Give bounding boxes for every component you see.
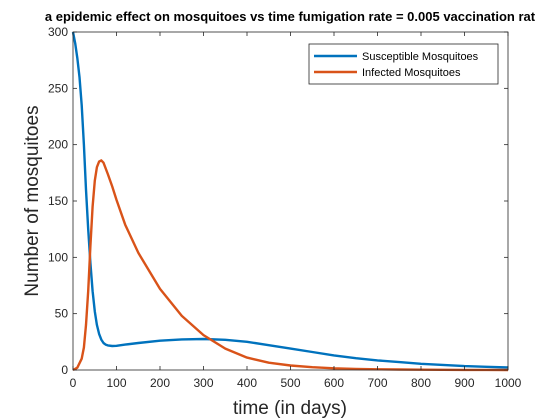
- x-tick-label: 900: [454, 376, 474, 390]
- chart-title: a epidemic effect on mosquitoes vs time …: [45, 9, 536, 24]
- legend-box: [308, 43, 499, 85]
- legend-label-0: Susceptible Mosquitoes: [362, 51, 479, 63]
- y-tick-label: 50: [55, 307, 69, 321]
- x-tick-label: 300: [193, 376, 213, 390]
- x-tick-label: 200: [150, 376, 170, 390]
- legend-label-1: Infected Mosquitoes: [362, 67, 461, 79]
- y-tick-label: 250: [48, 81, 68, 95]
- y-tick-label: 300: [48, 25, 68, 39]
- x-tick-label: 100: [106, 376, 126, 390]
- series-line-1: [72, 159, 509, 372]
- x-tick-label: 400: [237, 376, 257, 390]
- x-tick-label: 0: [70, 376, 77, 390]
- ticks-layer: 0 100 200 300 400 500 600 700 800 900 1000 0 50 100 15…: [48, 25, 522, 390]
- x-axis-label: time (in days): [233, 398, 347, 419]
- series-layer: [71, 31, 509, 372]
- x-tick-label: 500: [280, 376, 300, 390]
- x-tick-label: 600: [324, 376, 344, 390]
- y-tick-label: 150: [48, 194, 68, 208]
- y-tick-label: 200: [48, 138, 68, 152]
- x-tick-label: 1000: [495, 376, 522, 390]
- legend: Susceptible Mosquitoes Infected Mosquitoe…: [308, 43, 499, 85]
- y-tick-label: 0: [61, 363, 68, 377]
- y-tick-label: 100: [48, 250, 68, 264]
- x-tick-label: 800: [411, 376, 431, 390]
- plot-area: [73, 32, 508, 370]
- y-axis-label: Number of mosquitoes: [22, 105, 43, 296]
- x-tick-label: 700: [367, 376, 387, 390]
- series-line-0: [71, 31, 509, 369]
